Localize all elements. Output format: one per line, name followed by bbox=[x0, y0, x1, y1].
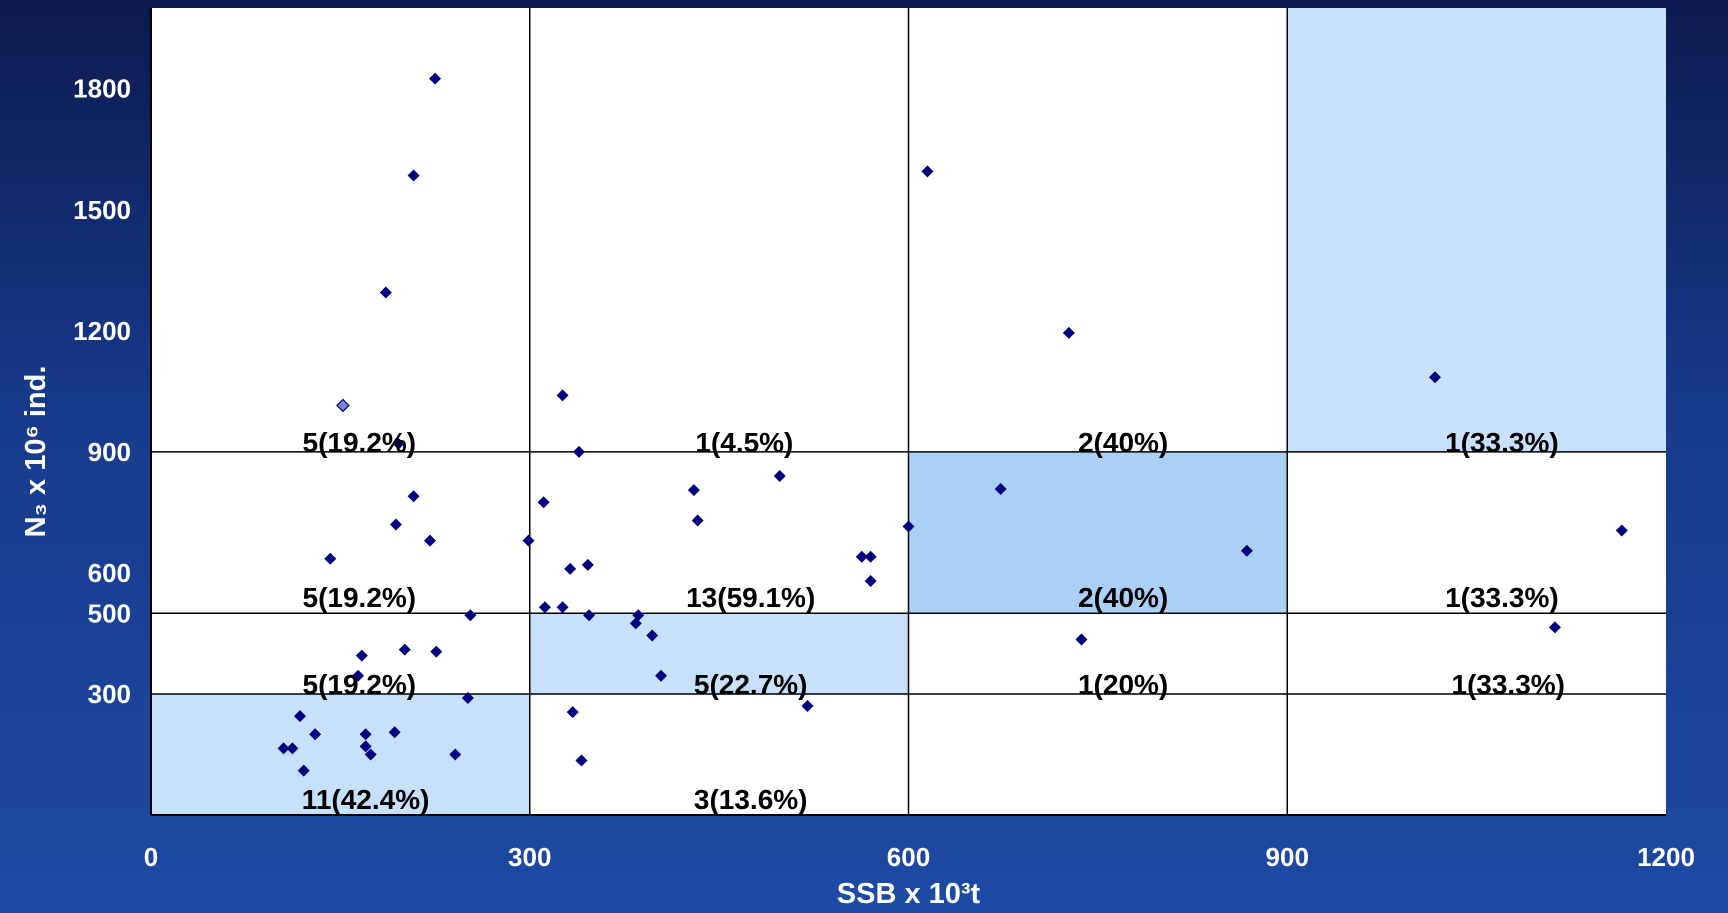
y-axis-ticks: 300 500 600 900 1200 1500 1800 bbox=[73, 74, 131, 709]
y-tick-label-1200: 1200 bbox=[73, 316, 131, 346]
shaded-cells bbox=[151, 8, 1666, 815]
data-point-47 bbox=[902, 520, 915, 533]
shaded-cell-2 bbox=[908, 451, 1288, 614]
data-point-28 bbox=[522, 534, 535, 547]
cell-label-3: 1(33.3%) bbox=[1445, 427, 1559, 458]
data-point-23 bbox=[449, 748, 462, 761]
data-point-0 bbox=[429, 72, 442, 85]
cell-label-13: 3(13.6%) bbox=[694, 784, 808, 815]
data-point-41 bbox=[691, 514, 704, 527]
shaded-cell-0 bbox=[151, 693, 530, 815]
x-tick-label-900: 900 bbox=[1266, 842, 1309, 872]
data-point-50 bbox=[1062, 326, 1075, 339]
cell-label-7: 1(33.3%) bbox=[1445, 582, 1559, 613]
x-tick-label-0: 0 bbox=[144, 842, 158, 872]
data-point-5 bbox=[407, 490, 420, 503]
data-point-7 bbox=[424, 534, 437, 547]
data-point-13 bbox=[352, 669, 365, 682]
data-point-43 bbox=[855, 550, 868, 563]
data-point-30 bbox=[564, 562, 577, 575]
data-point-1 bbox=[407, 169, 420, 182]
data-point-11 bbox=[430, 645, 443, 658]
data-point-18 bbox=[388, 726, 401, 739]
data-point-55 bbox=[1615, 524, 1628, 537]
cell-label-2: 2(40%) bbox=[1078, 427, 1168, 458]
data-points bbox=[277, 72, 1628, 777]
data-point-33 bbox=[583, 609, 596, 622]
cell-label-1: 1(4.5%) bbox=[695, 427, 793, 458]
shaded-cell-3 bbox=[1287, 8, 1666, 452]
data-point-40 bbox=[687, 484, 700, 497]
data-point-32 bbox=[556, 601, 569, 614]
data-point-37 bbox=[655, 669, 668, 682]
data-point-46 bbox=[801, 700, 814, 713]
data-point-27 bbox=[537, 496, 550, 509]
x-tick-label-1200: 1200 bbox=[1637, 842, 1695, 872]
data-point-4 bbox=[392, 437, 405, 450]
data-point-44 bbox=[864, 550, 877, 563]
data-point-25 bbox=[556, 389, 569, 402]
data-point-31 bbox=[538, 601, 551, 614]
data-point-19 bbox=[277, 742, 290, 755]
x-axis-title: SSB x 10³t bbox=[837, 878, 981, 910]
x-axis-ticks: 0 300 600 900 1200 bbox=[144, 842, 1695, 872]
shaded-cell-1 bbox=[529, 613, 909, 694]
data-point-20 bbox=[286, 742, 299, 755]
data-point-24 bbox=[297, 764, 310, 777]
cell-label-0: 5(19.2%) bbox=[303, 427, 417, 458]
data-point-12 bbox=[355, 649, 368, 662]
y-tick-label-300: 300 bbox=[88, 679, 131, 709]
x-tick-label-600: 600 bbox=[887, 842, 930, 872]
cell-label-12: 11(42.4%) bbox=[302, 784, 430, 815]
y-tick-label-1800: 1800 bbox=[73, 74, 131, 104]
cell-label-8: 5(19.2%) bbox=[303, 669, 417, 700]
y-tick-label-1500: 1500 bbox=[73, 195, 131, 225]
x-tick-label-300: 300 bbox=[508, 842, 551, 872]
data-point-26 bbox=[572, 445, 585, 458]
data-point-15 bbox=[293, 710, 306, 723]
cell-label-9: 5(22.7%) bbox=[694, 669, 808, 700]
cell-label-10: 1(20%) bbox=[1078, 669, 1168, 700]
data-point-35 bbox=[629, 617, 642, 630]
data-point-51 bbox=[1075, 633, 1088, 646]
data-point-38 bbox=[566, 706, 579, 719]
data-point-49 bbox=[994, 482, 1007, 495]
data-point-52 bbox=[1240, 544, 1253, 557]
quadrant-grid bbox=[150, 8, 1666, 816]
data-point-48 bbox=[921, 165, 934, 178]
data-point-17 bbox=[359, 728, 372, 741]
cell-label-6: 2(40%) bbox=[1078, 582, 1168, 613]
data-point-39 bbox=[575, 754, 588, 767]
y-tick-label-600: 600 bbox=[88, 558, 131, 588]
data-point-22 bbox=[364, 748, 377, 761]
data-point-6 bbox=[389, 518, 402, 531]
data-point-16 bbox=[309, 728, 322, 741]
cell-label-4: 5(19.2%) bbox=[303, 582, 417, 613]
data-point-2 bbox=[379, 286, 392, 299]
cell-label-11: 1(33.3%) bbox=[1451, 669, 1565, 700]
data-point-42 bbox=[773, 470, 786, 483]
y-tick-label-900: 900 bbox=[88, 437, 131, 467]
data-point-53 bbox=[1428, 371, 1441, 384]
data-point-45 bbox=[864, 574, 877, 587]
data-point-10 bbox=[398, 643, 411, 656]
axis-titles: SSB x 10³t N₃ x 10⁶ ind. bbox=[20, 366, 981, 910]
data-point-8 bbox=[324, 552, 337, 565]
y-tick-label-500: 500 bbox=[88, 598, 131, 628]
cell-labels: 5(19.2%) 1(4.5%) 2(40%) 1(33.3%) 5(19.2%) 13(… bbox=[302, 427, 1565, 815]
y-axis-title: N₃ x 10⁶ ind. bbox=[20, 366, 52, 538]
data-point-36 bbox=[646, 629, 659, 642]
data-point-29 bbox=[581, 558, 594, 571]
data-point-14 bbox=[461, 691, 474, 704]
data-point-21 bbox=[359, 740, 372, 753]
data-point-9 bbox=[464, 609, 477, 622]
data-point-3 bbox=[336, 398, 350, 413]
cell-label-5: 13(59.1%) bbox=[686, 582, 815, 613]
data-point-54 bbox=[1548, 621, 1561, 634]
